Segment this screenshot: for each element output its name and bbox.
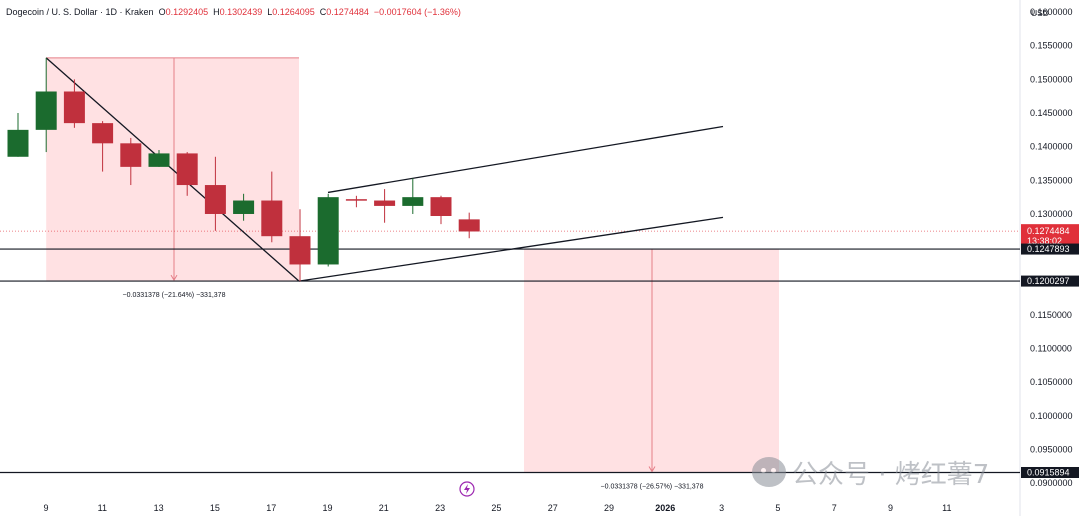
candle bbox=[374, 189, 396, 223]
candle bbox=[120, 137, 142, 186]
candle bbox=[345, 195, 367, 208]
last-price-tag-bg bbox=[1021, 224, 1079, 247]
price-tick-label: 0.1600000 bbox=[1030, 7, 1073, 17]
down-trendline bbox=[45, 57, 300, 282]
high-label: H bbox=[213, 7, 220, 17]
candle bbox=[458, 212, 480, 239]
candle-body bbox=[120, 143, 142, 167]
time-tick-label: 25 bbox=[491, 503, 501, 513]
candle-body bbox=[7, 129, 29, 157]
price-tick-label: 0.1450000 bbox=[1030, 108, 1073, 118]
watermark-text: 公众号 · 烤红薯7 bbox=[792, 459, 990, 490]
time-tick-label: 7 bbox=[832, 503, 837, 513]
candle-body bbox=[458, 219, 480, 232]
high-value: 0.1302439 bbox=[219, 7, 263, 17]
watermark: 公众号 · 烤红薯7 bbox=[752, 452, 1022, 492]
time-tick-label: 9 bbox=[888, 503, 893, 513]
close-value: 0.1274484 bbox=[326, 7, 369, 17]
candle bbox=[430, 195, 452, 225]
replay-bolt-icon bbox=[459, 481, 475, 497]
last-price-tag: 0.1274484 bbox=[1027, 226, 1070, 236]
currency-label: USD bbox=[1031, 8, 1049, 18]
low-label: L bbox=[267, 7, 273, 17]
last-price-tag-countdown: 13:38:02 bbox=[1027, 236, 1062, 246]
projection-measure-label: −0.0331378 (−26.57%) −331,378 bbox=[601, 483, 704, 490]
time-tick-label: 19 bbox=[322, 503, 332, 513]
time-tick-label: 2026 bbox=[655, 503, 675, 513]
channel-upper-line bbox=[327, 125, 724, 194]
candle bbox=[35, 57, 57, 153]
time-tick-label: 29 bbox=[604, 503, 614, 513]
candle-body bbox=[317, 197, 339, 265]
price-tick-label: 0.1100000 bbox=[1030, 344, 1072, 354]
channel-lower-line bbox=[298, 216, 724, 282]
candle bbox=[402, 178, 424, 214]
change-value: −0.0017604 (−1.36%) bbox=[373, 7, 461, 17]
candle-body bbox=[63, 91, 85, 124]
time-tick-label: 3 bbox=[719, 503, 724, 513]
time-tick-label: 27 bbox=[548, 503, 558, 513]
time-tick-label: 13 bbox=[154, 503, 164, 513]
time-tick-label: 15 bbox=[210, 503, 220, 513]
level-price-tag: 0.1247893 bbox=[1027, 244, 1070, 254]
time-tick-label: 11 bbox=[942, 503, 951, 513]
time-tick-label: 11 bbox=[98, 503, 107, 513]
candle bbox=[204, 156, 226, 231]
candle bbox=[261, 171, 283, 243]
candle bbox=[148, 150, 170, 167]
candle-body bbox=[176, 153, 198, 186]
time-tick-label: 21 bbox=[379, 503, 389, 513]
candle-body bbox=[402, 197, 424, 206]
time-tick-label: 17 bbox=[266, 503, 276, 513]
candle-body bbox=[261, 200, 283, 237]
time-tick-label: 9 bbox=[43, 503, 48, 513]
price-tick-label: 0.1300000 bbox=[1030, 209, 1073, 219]
price-tick-label: 0.1050000 bbox=[1030, 377, 1073, 387]
price-tick-label: 0.1400000 bbox=[1030, 142, 1073, 152]
price-tick-label: 0.0950000 bbox=[1030, 445, 1073, 455]
past-measure-arrowhead bbox=[170, 274, 178, 282]
candle-body bbox=[374, 200, 396, 206]
level-price-tag-bg bbox=[1021, 275, 1079, 287]
candle bbox=[233, 193, 255, 221]
open-value: 0.1292405 bbox=[165, 7, 209, 17]
price-tick-label: 0.1500000 bbox=[1030, 74, 1073, 84]
low-value: 0.1264095 bbox=[272, 7, 315, 17]
candle-body bbox=[289, 236, 311, 265]
past-measure-label: −0.0331378 (−21.64%) −331,378 bbox=[123, 292, 226, 299]
candle bbox=[317, 193, 339, 267]
level-price-tag-bg bbox=[1021, 466, 1079, 478]
price-tick-label: 0.0900000 bbox=[1030, 478, 1073, 488]
candle bbox=[7, 113, 29, 157]
wechat-icon bbox=[752, 457, 786, 487]
chart-header: Dogecoin / U. S. Dollar · 1D · Kraken O0… bbox=[6, 7, 461, 17]
projection-arrowhead bbox=[648, 466, 656, 473]
candle-body bbox=[233, 200, 255, 214]
candle bbox=[92, 121, 114, 172]
time-tick-label: 5 bbox=[775, 503, 780, 513]
bolt-glyph bbox=[464, 484, 470, 494]
close-label: C bbox=[319, 7, 327, 17]
price-tick-label: 0.1550000 bbox=[1030, 41, 1073, 51]
candle-body bbox=[430, 197, 452, 217]
price-tick-label: 0.1000000 bbox=[1030, 411, 1073, 421]
candle bbox=[176, 152, 198, 196]
level-price-tag-bg bbox=[1021, 243, 1079, 255]
candle bbox=[289, 209, 311, 282]
symbol-title: Dogecoin / U. S. Dollar · 1D · Kraken bbox=[6, 7, 154, 17]
candle-body bbox=[204, 185, 226, 214]
time-tick-label: 23 bbox=[435, 503, 445, 513]
price-tick-label: 0.1150000 bbox=[1030, 310, 1072, 320]
candle-body bbox=[35, 91, 57, 130]
candle-body bbox=[92, 123, 114, 144]
level-price-tag: 0.0915894 bbox=[1027, 467, 1070, 477]
open-label: O bbox=[158, 7, 166, 17]
candle-body bbox=[148, 153, 170, 167]
candle bbox=[63, 79, 85, 128]
price-tick-label: 0.1350000 bbox=[1030, 175, 1073, 185]
bolt-circle bbox=[459, 481, 475, 497]
candle-body bbox=[345, 199, 367, 201]
level-price-tag: 0.1200297 bbox=[1027, 276, 1070, 286]
